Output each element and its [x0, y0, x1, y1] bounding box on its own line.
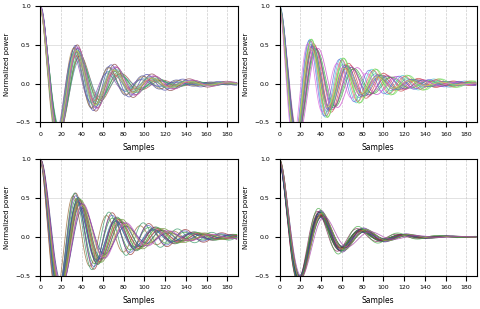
X-axis label: Samples: Samples [361, 296, 394, 305]
Y-axis label: Normalized power: Normalized power [243, 186, 249, 249]
X-axis label: Samples: Samples [122, 143, 155, 152]
Y-axis label: Normalized power: Normalized power [243, 33, 249, 96]
Y-axis label: Normalized power: Normalized power [4, 33, 10, 96]
X-axis label: Samples: Samples [122, 296, 155, 305]
X-axis label: Samples: Samples [361, 143, 394, 152]
Y-axis label: Normalized power: Normalized power [4, 186, 10, 249]
